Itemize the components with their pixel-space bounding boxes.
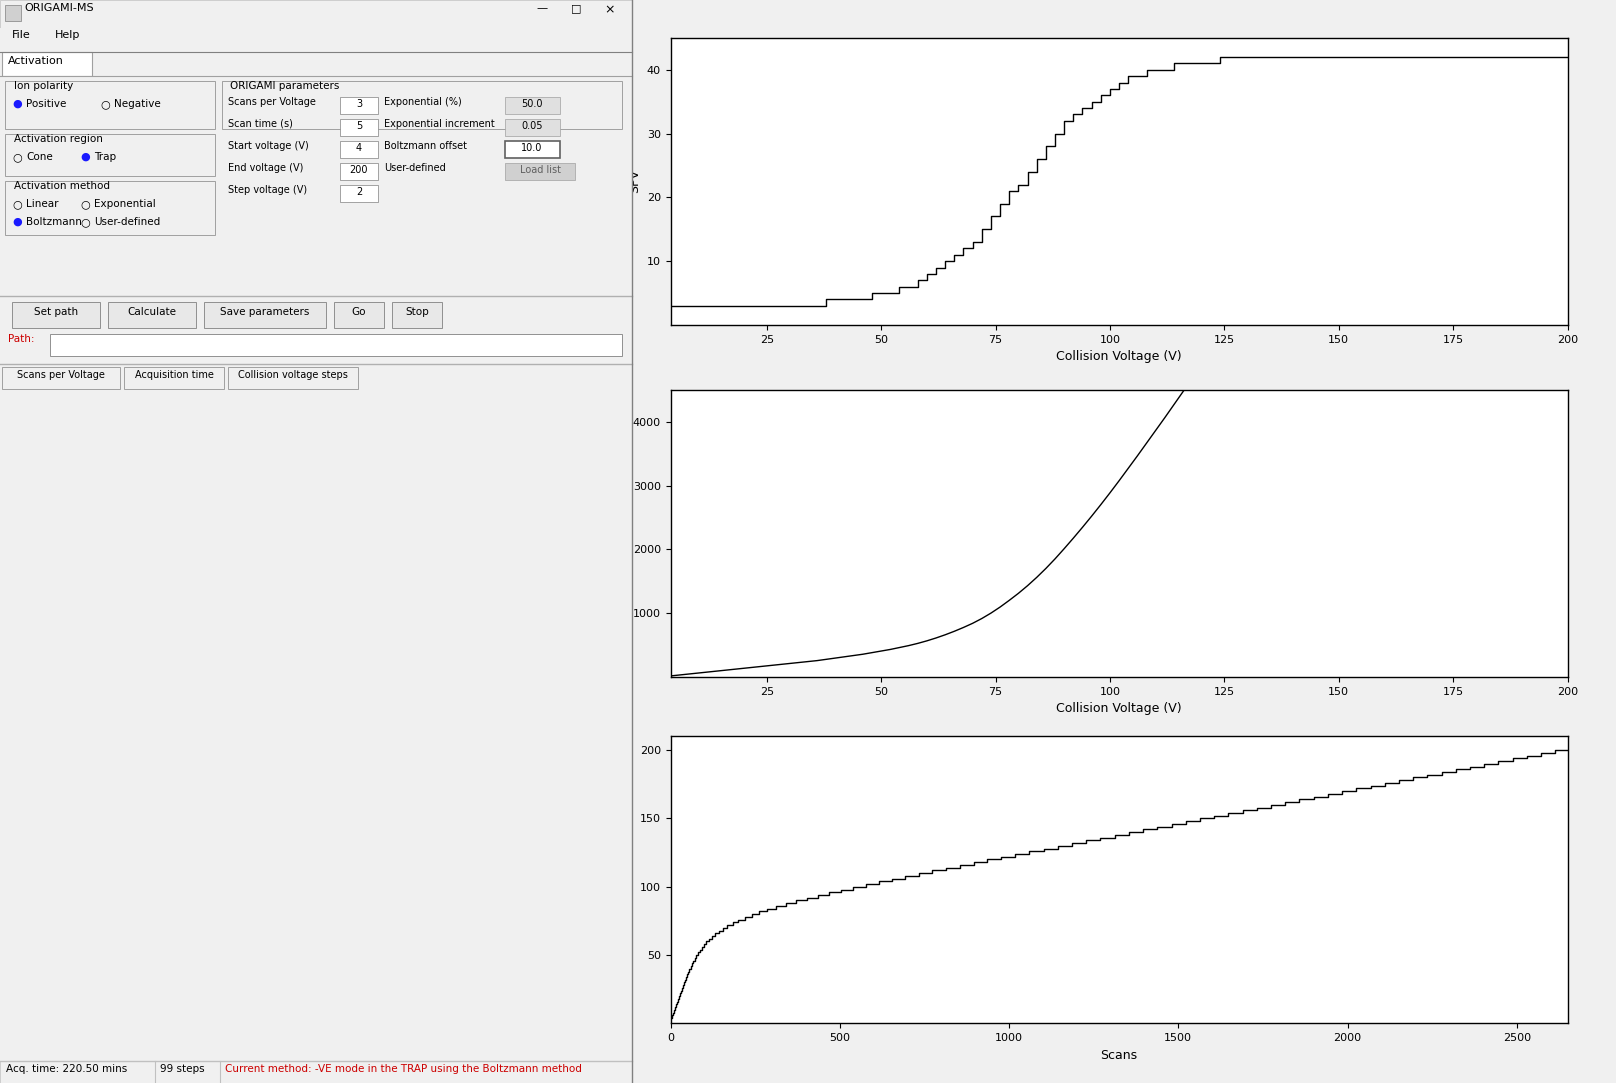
Bar — [5, 181, 215, 235]
Text: Negative: Negative — [115, 99, 160, 109]
Bar — [504, 141, 561, 158]
Y-axis label: SPV: SPV — [52, 799, 61, 820]
Text: ●: ● — [81, 152, 90, 162]
Bar — [2, 52, 92, 76]
Bar — [5, 81, 215, 129]
Text: 5: 5 — [356, 121, 362, 131]
Bar — [204, 302, 326, 328]
Bar — [0, 0, 632, 28]
Bar — [124, 367, 225, 389]
Text: ○: ○ — [11, 199, 21, 209]
Text: Exponential increment: Exponential increment — [385, 119, 494, 129]
Text: Go: Go — [352, 306, 367, 317]
Text: Start voltage (V): Start voltage (V) — [228, 141, 309, 151]
Text: Acq. time: 220.50 mins: Acq. time: 220.50 mins — [6, 1064, 128, 1074]
Text: Load list: Load list — [519, 165, 561, 175]
X-axis label: Collision Voltage (V): Collision Voltage (V) — [283, 1048, 388, 1059]
Bar — [228, 367, 359, 389]
Bar — [504, 119, 561, 136]
Text: ×: × — [604, 3, 616, 16]
Text: Set path: Set path — [34, 306, 78, 317]
Text: Trap: Trap — [94, 152, 116, 162]
Text: User-defined: User-defined — [385, 164, 446, 173]
Bar — [5, 5, 21, 21]
Text: ORIGAMI-MS: ORIGAMI-MS — [24, 3, 94, 13]
Text: Boltzmann offset: Boltzmann offset — [385, 141, 467, 151]
Text: Activation: Activation — [8, 56, 65, 66]
Text: Positive: Positive — [26, 99, 66, 109]
Bar — [339, 119, 378, 136]
Text: 2: 2 — [356, 187, 362, 197]
Bar — [2, 367, 120, 389]
Bar — [221, 81, 622, 129]
Text: Linear: Linear — [26, 199, 58, 209]
Text: Collision voltage steps: Collision voltage steps — [238, 370, 347, 380]
Text: Current method: -VE mode in the TRAP using the Boltzmann method: Current method: -VE mode in the TRAP usi… — [225, 1064, 582, 1074]
Bar — [108, 302, 196, 328]
Text: 10.0: 10.0 — [522, 143, 543, 153]
Text: Activation method: Activation method — [15, 181, 110, 191]
Bar — [393, 302, 443, 328]
Bar — [0, 1061, 632, 1083]
Bar — [504, 97, 561, 114]
Text: Help: Help — [55, 30, 81, 40]
Text: End voltage (V): End voltage (V) — [228, 164, 304, 173]
Bar — [335, 302, 385, 328]
Text: Step voltage (V): Step voltage (V) — [228, 185, 307, 195]
Text: Scan time (s): Scan time (s) — [228, 119, 292, 129]
Text: ○: ○ — [81, 199, 90, 209]
Text: Stop: Stop — [406, 306, 428, 317]
Bar — [5, 134, 215, 177]
Y-axis label: Accumulated Time (s): Accumulated Time (s) — [614, 465, 627, 602]
X-axis label: Collision Voltage (V): Collision Voltage (V) — [1057, 702, 1181, 715]
Text: 3: 3 — [356, 99, 362, 109]
Bar — [339, 97, 378, 114]
Bar — [0, 0, 632, 1083]
Text: □: □ — [570, 3, 582, 13]
Text: ORIGAMI parameters: ORIGAMI parameters — [229, 81, 339, 91]
Text: ○: ○ — [11, 152, 21, 162]
Text: ●: ● — [11, 99, 21, 109]
Bar — [504, 164, 575, 180]
Bar — [11, 302, 100, 328]
Text: ●: ● — [11, 217, 21, 227]
Bar — [0, 76, 632, 296]
Text: Boltzmann: Boltzmann — [26, 217, 82, 227]
Text: —: — — [537, 3, 548, 13]
Text: 99 steps: 99 steps — [160, 1064, 205, 1074]
Text: Exponential (%): Exponential (%) — [385, 97, 462, 107]
Bar — [339, 164, 378, 180]
Y-axis label: Collision Voltage (V): Collision Voltage (V) — [621, 818, 633, 942]
Text: Exponential: Exponential — [94, 199, 155, 209]
Bar — [50, 334, 622, 356]
Text: Activation region: Activation region — [15, 134, 103, 144]
Bar — [339, 185, 378, 203]
Bar — [339, 141, 378, 158]
Text: Scans per Voltage: Scans per Voltage — [18, 370, 105, 380]
Text: 4: 4 — [356, 143, 362, 153]
Text: ○: ○ — [81, 217, 90, 227]
Text: Scans per Voltage: Scans per Voltage — [228, 97, 315, 107]
Text: User-defined: User-defined — [94, 217, 160, 227]
Bar — [0, 28, 632, 52]
Text: Cone: Cone — [26, 152, 53, 162]
Text: Calculate: Calculate — [128, 306, 176, 317]
Y-axis label: SPV: SPV — [629, 169, 642, 194]
X-axis label: Scans: Scans — [1100, 1048, 1138, 1061]
Text: File: File — [11, 30, 31, 40]
Text: Save parameters: Save parameters — [220, 306, 310, 317]
Text: 50.0: 50.0 — [522, 99, 543, 109]
Text: ○: ○ — [100, 99, 110, 109]
Text: 0.05: 0.05 — [522, 121, 543, 131]
Text: 200: 200 — [349, 165, 368, 175]
X-axis label: Collision Voltage (V): Collision Voltage (V) — [1057, 350, 1181, 363]
Text: Path:: Path: — [8, 334, 34, 344]
Text: Ion polarity: Ion polarity — [15, 81, 73, 91]
Text: Acquisition time: Acquisition time — [134, 370, 213, 380]
